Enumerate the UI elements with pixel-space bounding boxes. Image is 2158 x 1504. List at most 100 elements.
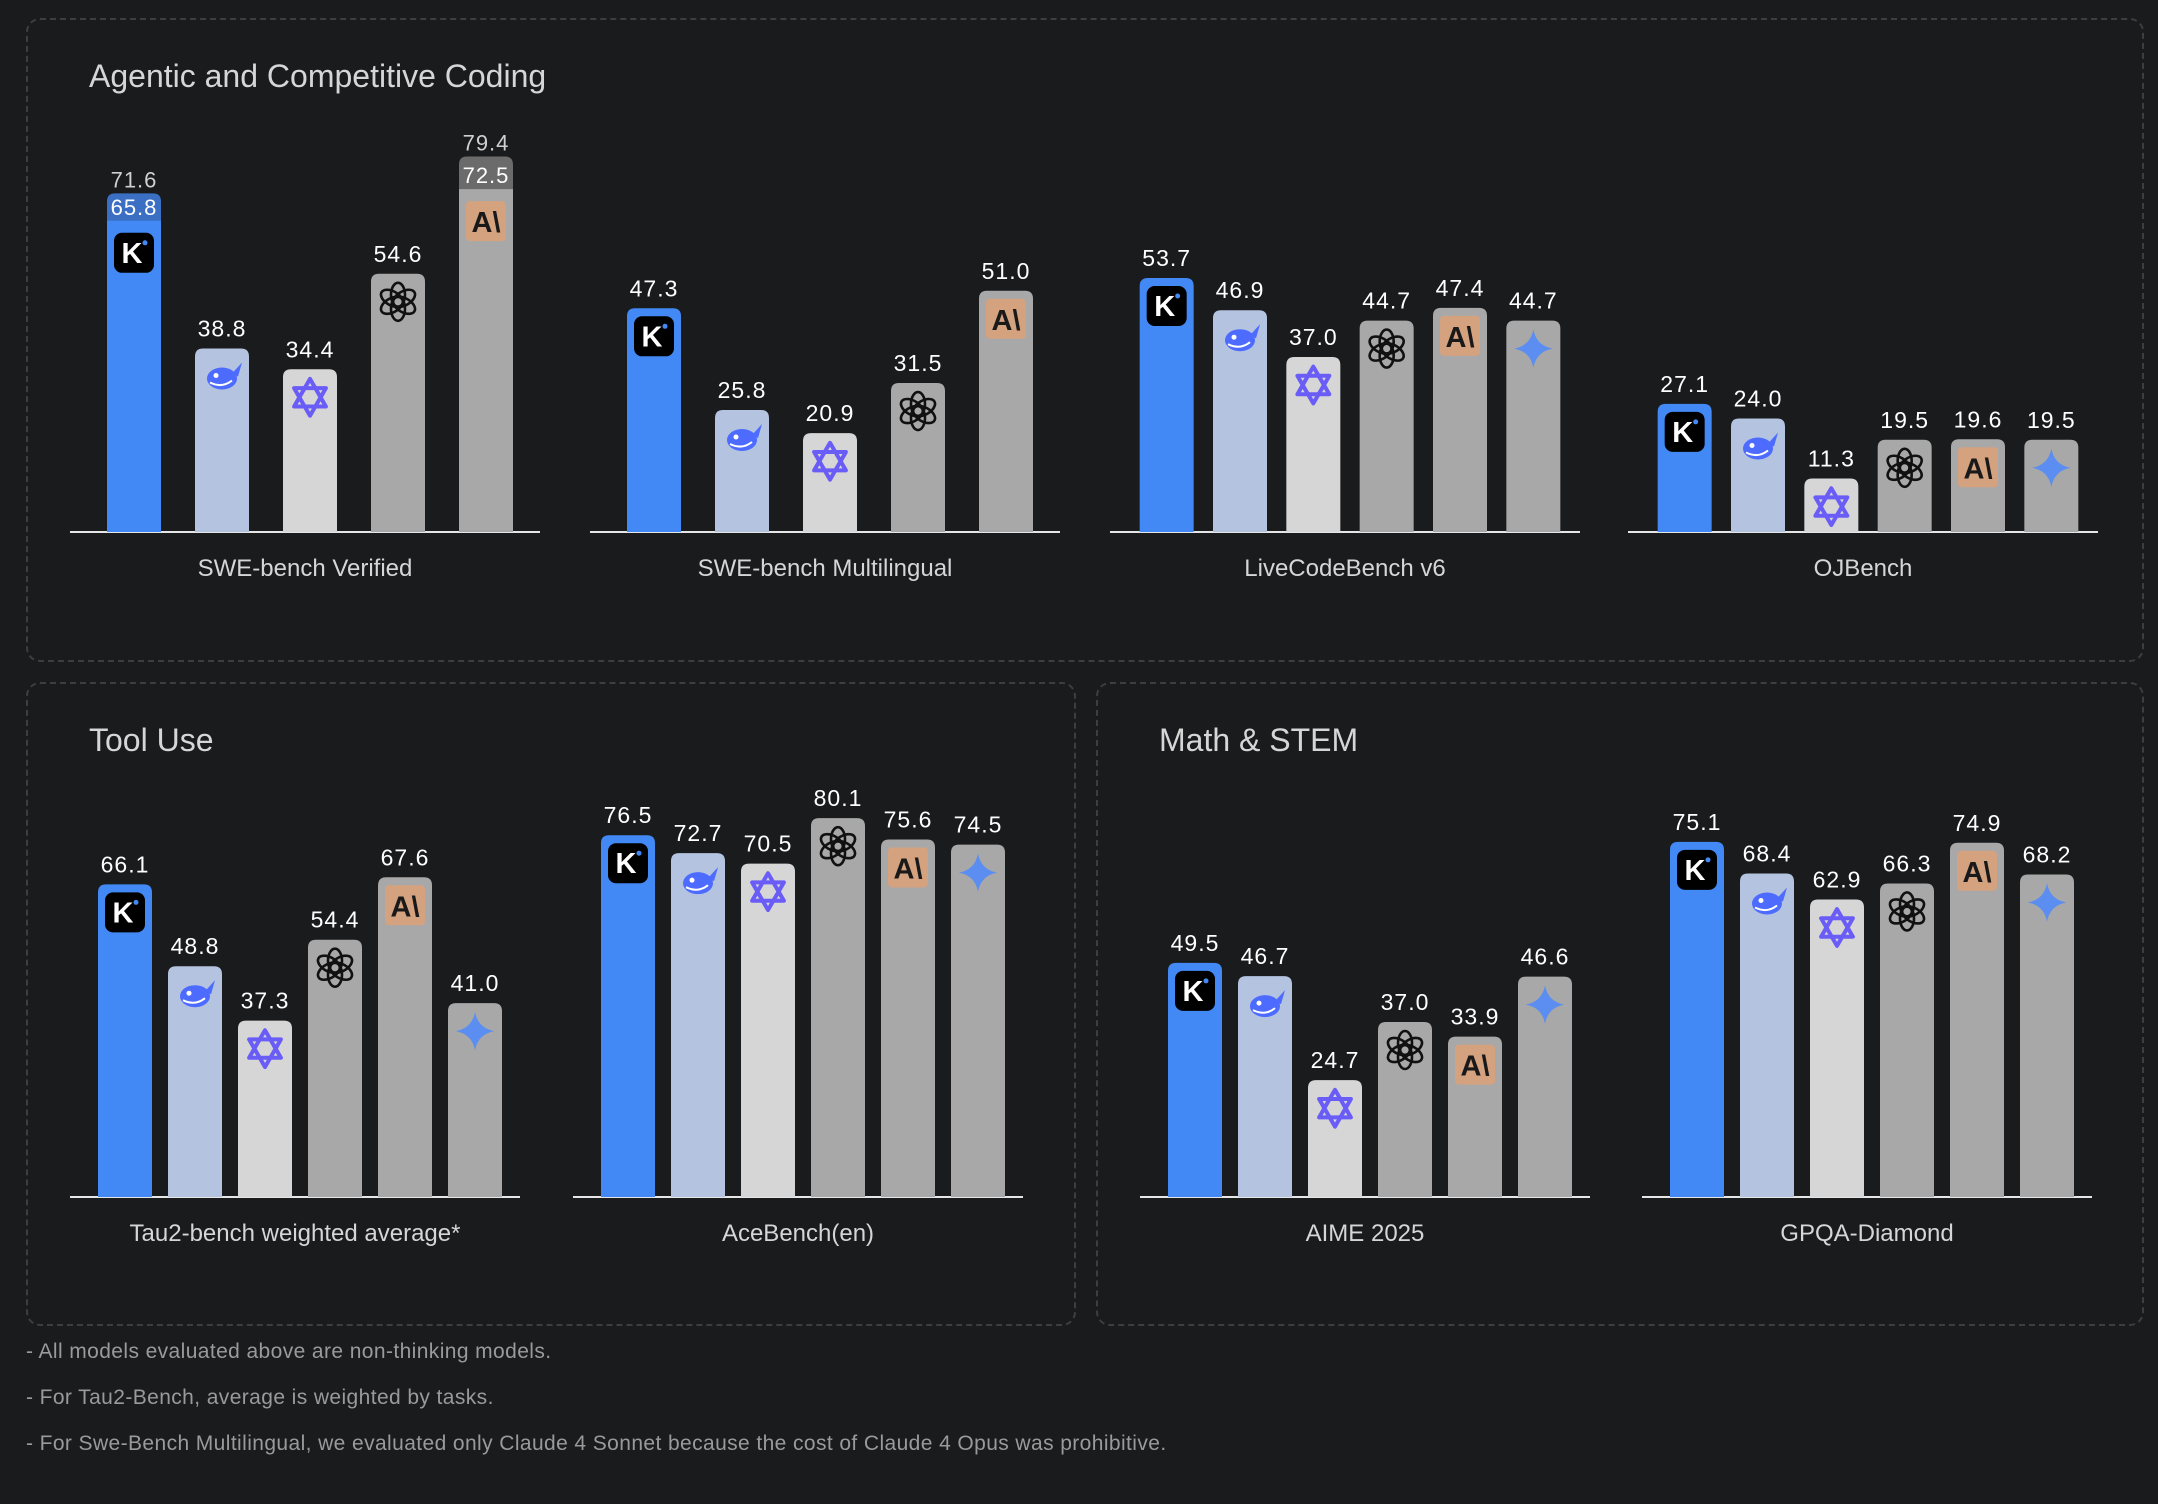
chart-swe-bench-multilingual: 47.3 K 25.8 20.9 31.5 51.0 A\ SWE-bench Multili… <box>590 258 1060 582</box>
svg-text:A\: A\ <box>1446 322 1475 354</box>
bar-deepseek <box>195 348 249 532</box>
bar-gemini <box>448 1003 502 1197</box>
qwen-icon <box>1317 1087 1353 1129</box>
svg-text:K: K <box>1685 855 1706 887</box>
svg-text:K: K <box>1672 417 1693 449</box>
bar-qwen <box>741 863 795 1197</box>
openai-icon <box>819 825 857 867</box>
gemini-icon <box>1525 985 1565 1024</box>
data-label: 41.0 <box>451 970 500 996</box>
data-label: 44.7 <box>1362 288 1411 314</box>
data-label: 75.6 <box>884 806 933 832</box>
data-label: 67.6 <box>381 844 430 870</box>
data-label-total: 71.6 <box>111 167 158 192</box>
anthropic-icon: A\ <box>1455 1044 1495 1085</box>
bar-qwen <box>803 433 857 532</box>
data-label: 11.3 <box>1808 446 1855 472</box>
svg-text:K: K <box>642 321 663 353</box>
svg-text:A\: A\ <box>894 853 923 885</box>
svg-text:K: K <box>616 848 637 880</box>
data-label: 20.9 <box>806 400 855 426</box>
data-label: 72.5 <box>463 163 510 188</box>
data-label: 66.1 <box>101 851 150 877</box>
data-label: 47.3 <box>630 275 679 301</box>
bar-kimi <box>98 884 152 1197</box>
bar-deepseek <box>1238 976 1292 1197</box>
x-axis-label: LiveCodeBench v6 <box>1244 555 1445 582</box>
panel-title: Agentic and Competitive Coding <box>89 58 547 94</box>
gemini-icon <box>1514 329 1553 368</box>
bar-deepseek <box>1740 873 1794 1197</box>
bar-kimi <box>601 835 655 1197</box>
bar-claude <box>979 290 1033 532</box>
data-label: 66.3 <box>1883 850 1932 876</box>
svg-text:A\: A\ <box>1461 1051 1490 1083</box>
bar-kimi <box>1168 962 1222 1197</box>
bar-claude <box>1433 307 1487 532</box>
data-label: 68.2 <box>2023 841 2072 867</box>
openai-icon <box>1888 891 1926 932</box>
bar-gpt <box>1359 320 1414 532</box>
anthropic-icon: A\ <box>986 298 1026 339</box>
bar-qwen <box>1286 357 1341 532</box>
bar-claude <box>378 877 432 1197</box>
deepseek-icon <box>727 423 762 451</box>
svg-text:A\: A\ <box>1963 857 1992 889</box>
chart-swe-bench-verified: 71.6 65.8 K 38.8 34.4 54.6 79.4 72.5 A\ SWE-bench… <box>70 130 540 582</box>
data-label: 46.7 <box>1241 943 1290 969</box>
openai-icon <box>379 281 417 323</box>
data-label: 51.0 <box>982 258 1031 284</box>
svg-text:A\: A\ <box>472 207 501 239</box>
bar-claude <box>881 839 935 1197</box>
x-axis-label: SWE-bench Multilingual <box>698 555 953 582</box>
chart-ojbench: 27.1 K 24.0 11.3 19.5 19.6 A\ 19.5 OJBench <box>1628 371 2098 582</box>
deepseek-icon <box>207 362 242 390</box>
svg-text:K: K <box>122 238 143 270</box>
qwen-icon <box>812 440 848 482</box>
svg-text:K: K <box>1183 976 1204 1008</box>
data-label: 19.5 <box>2027 407 2076 433</box>
openai-icon <box>899 390 937 432</box>
bar-qwen <box>283 369 337 532</box>
panel-title: Tool Use <box>89 722 214 758</box>
gemini-icon <box>2027 883 2067 922</box>
chart-gpqa-diamond: 75.1 K 68.4 62.9 66.3 74.9 A\ 68.2 GPQA-Diamond <box>1642 809 2092 1247</box>
data-label: 38.8 <box>198 315 247 341</box>
deepseek-icon <box>1743 432 1778 460</box>
data-label: 34.4 <box>286 336 335 362</box>
anthropic-icon: A\ <box>466 201 506 242</box>
data-label: 75.1 <box>1673 809 1722 835</box>
bar-kimi <box>627 308 681 532</box>
bar-deepseek <box>1213 310 1267 532</box>
data-label-total: 79.4 <box>463 130 510 155</box>
data-label: 65.8 <box>111 195 158 220</box>
deepseek-icon <box>1225 324 1260 352</box>
bar-gpt <box>891 383 945 532</box>
bar-gpt <box>1378 1022 1432 1197</box>
data-label: 24.0 <box>1734 385 1783 411</box>
anthropic-icon: A\ <box>1957 850 1997 891</box>
gemini-icon <box>455 1011 495 1051</box>
bar-claude <box>1950 842 2004 1197</box>
data-label: 46.9 <box>1216 277 1265 303</box>
openai-icon <box>1386 1029 1424 1071</box>
data-label: 48.8 <box>171 933 220 959</box>
bar-qwen <box>1804 478 1859 532</box>
deepseek-icon <box>683 867 718 895</box>
bar-gpt <box>371 273 425 532</box>
data-label: 72.7 <box>674 820 723 846</box>
data-label: 25.8 <box>718 377 767 403</box>
panel-title: Math & STEM <box>1159 722 1359 758</box>
anthropic-icon: A\ <box>1958 447 1998 488</box>
bar-gpt <box>308 939 362 1197</box>
openai-icon <box>1368 328 1405 369</box>
bar-kimi <box>1670 841 1724 1197</box>
data-label: 19.5 <box>1880 407 1929 433</box>
data-label: 33.9 <box>1451 1004 1500 1030</box>
chart-acebench-en: 76.5 K 72.7 70.5 80.1 75.6 A\ 74.5 AceBench(en) <box>573 785 1023 1247</box>
svg-text:A\: A\ <box>1964 453 1993 485</box>
gemini-icon <box>958 853 998 892</box>
bar-gemini <box>2020 874 2074 1197</box>
data-label: 53.7 <box>1142 245 1191 271</box>
panel-math-stem: Math & STEM <box>1096 682 2144 1326</box>
